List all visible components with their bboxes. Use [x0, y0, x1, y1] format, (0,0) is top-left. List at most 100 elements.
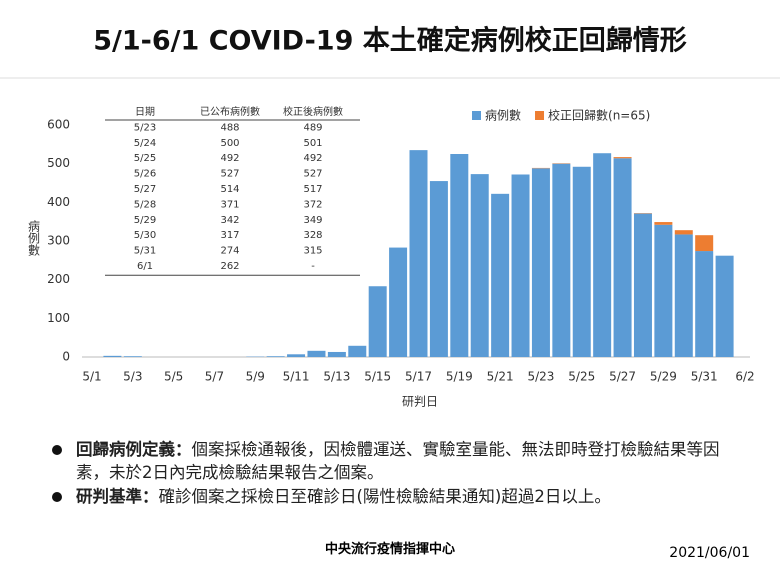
- note-term: 研判基準：: [76, 487, 159, 506]
- bar: [511, 174, 530, 357]
- bar: [654, 224, 673, 357]
- legend-swatch: [472, 111, 481, 120]
- bar: [470, 174, 489, 357]
- bar: [593, 153, 612, 357]
- table-cell: 5/29: [134, 215, 156, 226]
- table-cell: 5/30: [134, 230, 156, 241]
- data-table: 日期 已公布病例數 校正後病例數 5/23 488 489 5/24 500 501 5/25 49…: [105, 105, 360, 276]
- table-cell: 489: [303, 122, 322, 133]
- bar: [103, 355, 122, 357]
- table-cell: 5/23: [134, 122, 156, 133]
- x-tick-label: 5/17: [405, 370, 432, 384]
- table-cell: 342: [220, 215, 239, 226]
- note: 回歸病例定義：個案採檢通報後，因檢體運送、實驗室量能、無法即時登打檢驗結果等因素…: [50, 438, 730, 484]
- table-cell: 5/24: [134, 138, 156, 149]
- bar: [450, 154, 469, 357]
- bar: [327, 351, 346, 357]
- x-tick-label: 5/27: [609, 370, 636, 384]
- x-tick-label: 5/25: [568, 370, 595, 384]
- table-cell: 492: [303, 153, 322, 164]
- bar: [654, 222, 673, 225]
- y-tick-label: 100: [47, 311, 70, 325]
- table-cell: 5/25: [134, 153, 156, 164]
- note-term: 回歸病例定義：: [76, 440, 192, 459]
- bar: [389, 247, 408, 357]
- note-text: 確診個案之採檢日至確診日(陽性檢驗結果通知)超過2日以上。: [158, 487, 611, 506]
- bar: [715, 255, 734, 357]
- y-tick-label: 600: [47, 118, 70, 132]
- x-tick-label: 5/21: [487, 370, 514, 384]
- table-cell: 488: [220, 122, 239, 133]
- bar: [368, 286, 387, 357]
- x-tick-label: 5/29: [650, 370, 677, 384]
- x-tick-label: 5/31: [691, 370, 718, 384]
- table-cell: 349: [303, 215, 322, 226]
- table-cell: 527: [220, 169, 239, 180]
- table-cell: 500: [220, 138, 239, 149]
- y-axis-title: 病例數: [27, 219, 41, 257]
- table-cell: 527: [303, 169, 322, 180]
- x-tick-label: 5/23: [527, 370, 554, 384]
- bar: [613, 157, 632, 159]
- footer-source: 中央流行疫情指揮中心: [324, 542, 455, 557]
- table-cell: 328: [303, 230, 322, 241]
- bar: [552, 163, 571, 357]
- bar: [633, 213, 652, 357]
- table-header: 已公布病例數: [200, 105, 260, 118]
- x-tick-label: 5/15: [364, 370, 391, 384]
- bar: [674, 234, 693, 357]
- bar: [674, 230, 693, 235]
- chart-title: 5/1-6/1 COVID-19 本土確定病例校正回歸情形: [93, 25, 687, 57]
- bar: [531, 168, 550, 357]
- x-axis-title: 研判日: [402, 395, 438, 409]
- legend-swatch: [535, 111, 545, 120]
- y-tick-label: 400: [47, 195, 70, 209]
- bar: [491, 193, 510, 357]
- notes: 回歸病例定義：個案採檢通報後，因檢體運送、實驗室量能、無法即時登打檢驗結果等因素…: [50, 438, 730, 509]
- table-header: 校正後病例數: [283, 105, 343, 118]
- note: 研判基準：確診個案之採檢日至確診日(陽性檢驗結果通知)超過2日以上。: [50, 485, 730, 508]
- table-cell: 492: [220, 153, 239, 164]
- table-cell: 372: [303, 199, 322, 210]
- table-cell: 5/26: [134, 169, 156, 180]
- x-tick-label: 5/9: [246, 370, 265, 384]
- legend-label: 病例數: [485, 108, 521, 123]
- x-tick-label: 5/13: [323, 370, 350, 384]
- bar: [307, 350, 326, 357]
- table-cell: 514: [220, 184, 239, 195]
- x-tick-label: 5/19: [446, 370, 473, 384]
- note-text: 個案採檢通報後，因檢體運送、實驗室量能、無法即時登打檢驗結果等因素，未於2日內完…: [76, 440, 720, 482]
- y-tick-label: 500: [47, 156, 70, 170]
- table-cell: 5/28: [134, 199, 156, 210]
- x-tick-label: 5/11: [283, 370, 310, 384]
- bar: [613, 158, 632, 357]
- table-cell: 274: [220, 246, 239, 257]
- footer-date: 2021/06/01: [669, 545, 750, 561]
- bar: [287, 354, 306, 357]
- table-cell: 517: [303, 184, 322, 195]
- table-cell: 317: [220, 230, 239, 241]
- x-tick-label: 5/1: [82, 370, 101, 384]
- bar: [695, 251, 714, 357]
- y-tick-label: 300: [47, 234, 70, 248]
- y-tick-label: 0: [62, 350, 70, 364]
- bar: [266, 356, 285, 357]
- table-cell: 262: [220, 261, 239, 272]
- table-cell: 5/31: [134, 246, 156, 257]
- bar: [348, 345, 367, 357]
- table-cell: 501: [303, 138, 322, 149]
- table-header: 日期: [135, 106, 155, 118]
- bar: [572, 166, 591, 357]
- bar: [123, 356, 142, 357]
- x-tick-label: 5/7: [205, 370, 224, 384]
- y-tick-label: 200: [47, 272, 70, 286]
- bar: [429, 181, 448, 357]
- table-cell: 371: [220, 199, 239, 210]
- table-cell: 315: [303, 246, 322, 257]
- bar: [695, 235, 714, 252]
- bar: [409, 150, 428, 357]
- table-cell: 6/1: [137, 261, 153, 272]
- legend-label: 校正回歸數(n=65): [548, 108, 650, 123]
- chart: 5/1-6/1 COVID-19 本土確定病例校正回歸情形 研判日 日期 已公布病…: [0, 25, 780, 409]
